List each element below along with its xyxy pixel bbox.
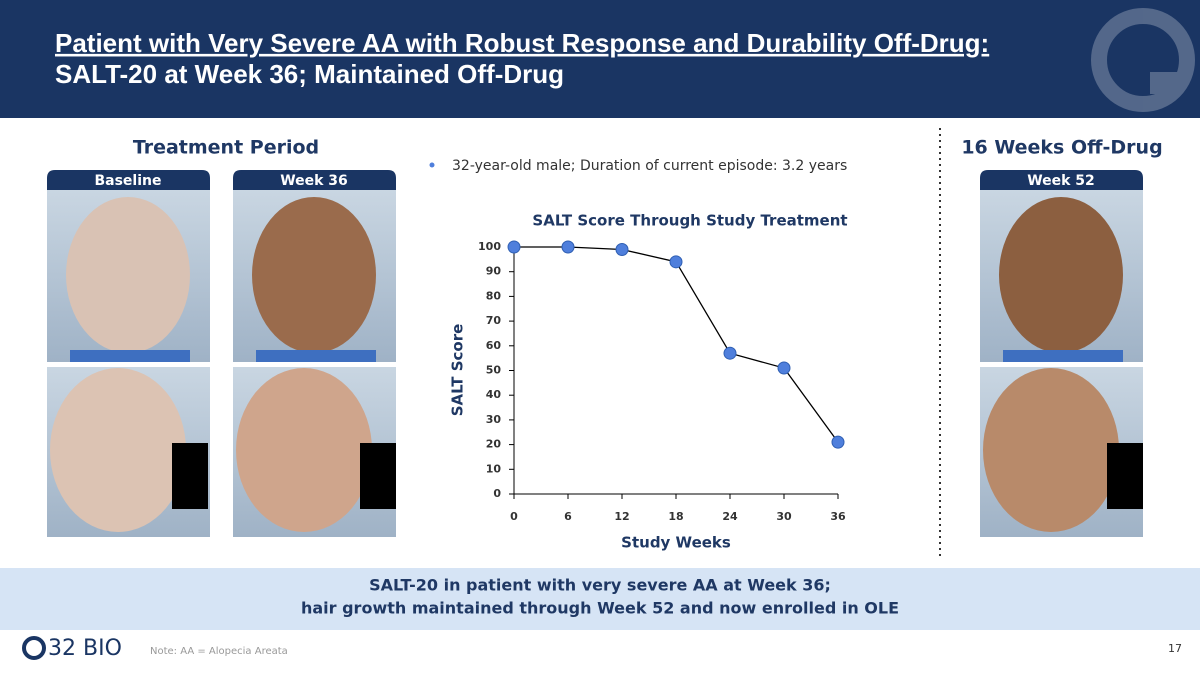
point <box>723 346 737 360</box>
point <box>669 255 683 269</box>
chart: SALT Score Through Study Treatment Study … <box>449 212 848 552</box>
y-tick-label: 30 <box>486 413 502 426</box>
photo-label: Baseline <box>94 173 161 189</box>
y-tick-label: 0 <box>493 487 501 500</box>
x-tick-label: 24 <box>722 510 738 523</box>
point <box>777 361 791 375</box>
banner-text: hair growth maintained through Week 52 a… <box>301 599 899 618</box>
point <box>615 242 629 256</box>
x-tick-label: 30 <box>776 510 792 523</box>
title-line: SALT-20 at Week 36; Maintained Off-Drug <box>55 59 564 89</box>
logo-mark <box>22 636 46 660</box>
banner <box>0 568 1200 630</box>
point <box>831 435 845 449</box>
y-tick-label: 100 <box>478 240 501 253</box>
section-heading: 16 Weeks Off-Drug <box>961 137 1162 159</box>
x-tick-label: 6 <box>564 510 572 523</box>
y-tick-label: 20 <box>486 438 502 451</box>
page-number: 17 <box>1168 642 1182 655</box>
logo: 32 BIO <box>48 636 122 661</box>
chart-title: SALT Score Through Study Treatment <box>532 212 847 230</box>
point <box>561 240 575 254</box>
point <box>507 240 521 254</box>
header-band <box>0 0 1200 118</box>
y-tick-label: 80 <box>486 289 502 302</box>
x-axis-label: Study Weeks <box>621 534 731 552</box>
y-tick-label: 10 <box>486 462 502 475</box>
photo-label: Week 36 <box>280 173 348 189</box>
y-tick-label: 90 <box>486 265 502 278</box>
banner-text: SALT-20 in patient with very severe AA a… <box>369 576 831 595</box>
y-tick-label: 40 <box>486 388 502 401</box>
photo-label: Week 52 <box>1027 173 1095 189</box>
note: Note: AA = Alopecia Areata <box>150 646 288 657</box>
x-tick-label: 36 <box>830 510 846 523</box>
y-tick-label: 70 <box>486 314 502 327</box>
header-logo <box>1091 8 1195 112</box>
x-tick-label: 0 <box>510 510 518 523</box>
photos <box>47 170 1143 537</box>
bullet-text: 32-year-old male; Duration of current ep… <box>452 158 847 174</box>
section-heading: Treatment Period <box>133 137 319 159</box>
x-tick-label: 18 <box>668 510 683 523</box>
y-tick-label: 60 <box>486 339 502 352</box>
y-axis-label: SALT Score <box>449 324 467 417</box>
title-line: Patient with Very Severe AA with Robust … <box>55 28 989 58</box>
x-tick-label: 12 <box>614 510 629 523</box>
bullet-dot <box>429 162 435 168</box>
y-tick-label: 50 <box>486 364 502 377</box>
